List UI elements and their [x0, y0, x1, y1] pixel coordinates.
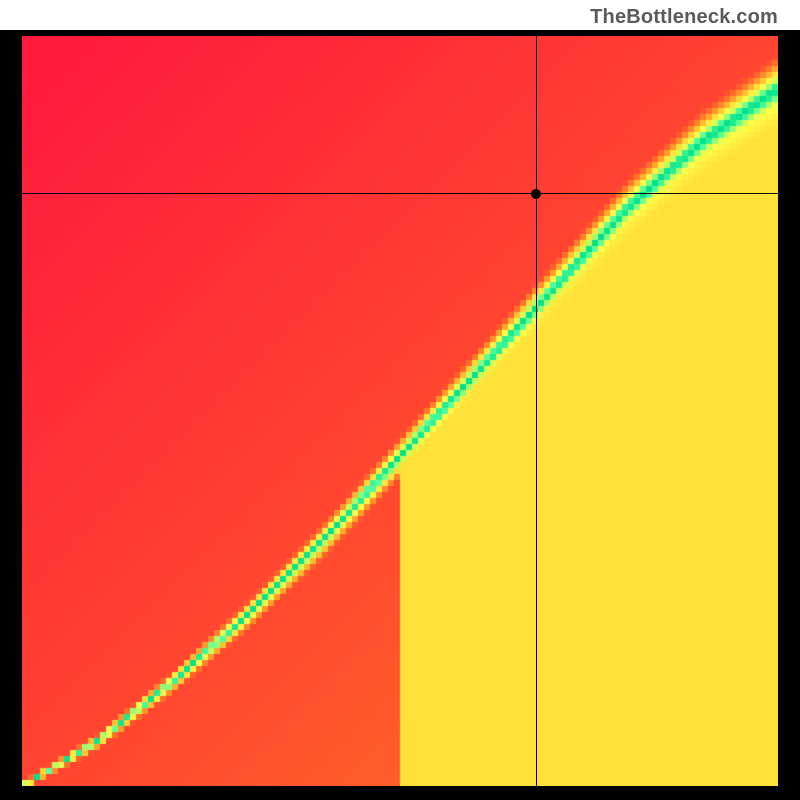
heatmap-canvas [22, 36, 778, 786]
watermark-text: TheBottleneck.com [590, 6, 778, 29]
crosshair-marker [531, 189, 541, 199]
heatmap-plot [22, 36, 778, 786]
crosshair-vertical [536, 36, 537, 786]
crosshair-horizontal [22, 193, 778, 194]
chart-container: TheBottleneck.com [0, 0, 800, 800]
